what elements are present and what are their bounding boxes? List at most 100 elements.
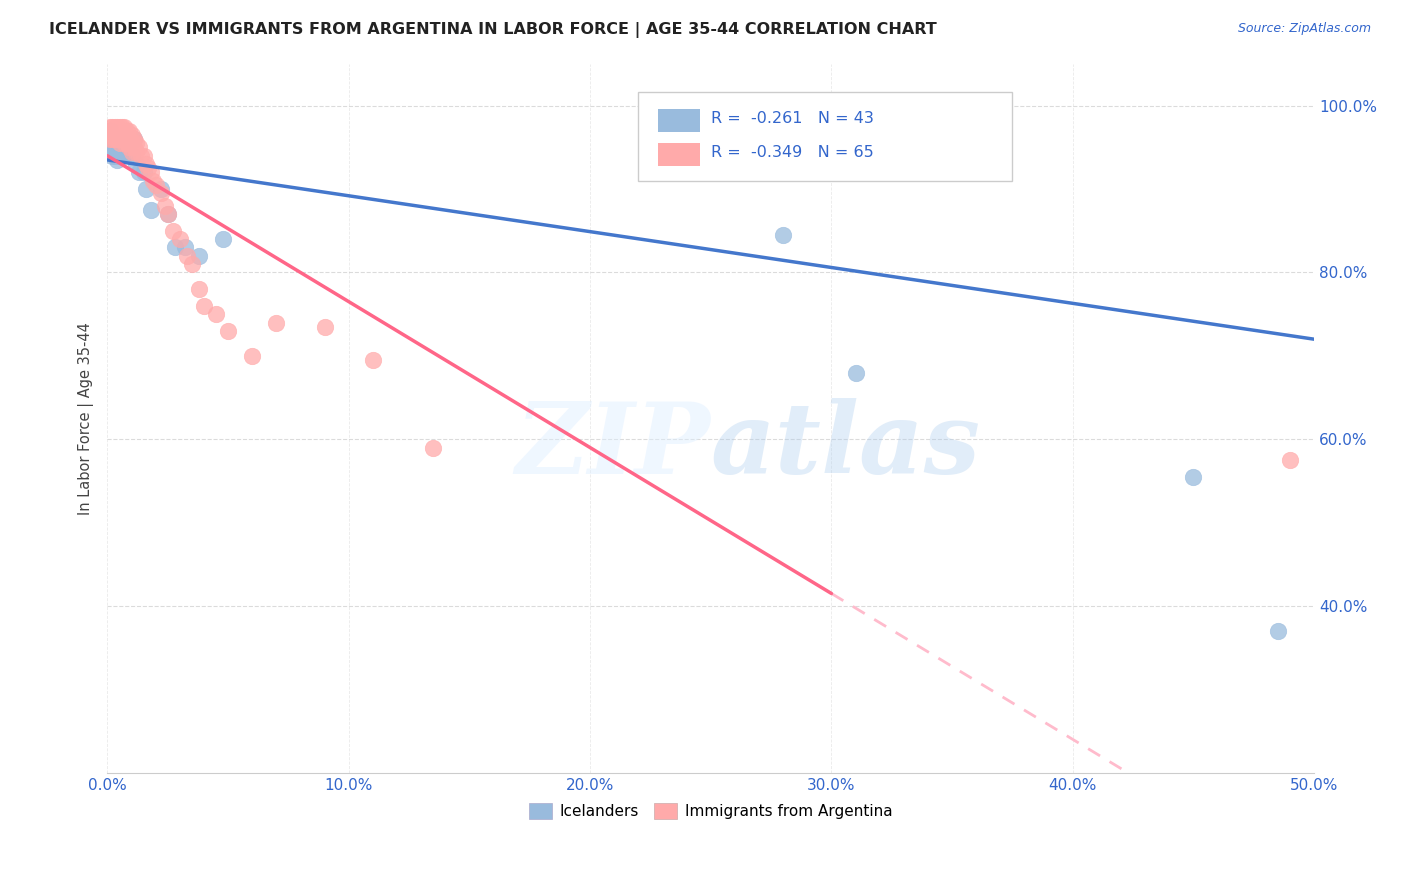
Point [118, 132, 141, 146]
Point [181, 257, 204, 271]
Point [105, 132, 128, 146]
Point [105, 120, 128, 134]
Point [139, 202, 162, 217]
Point [132, 165, 155, 179]
Point [105, 124, 128, 138]
Point [105, 140, 128, 154]
Point [156, 207, 179, 221]
Point [98, 124, 121, 138]
Point [112, 128, 135, 142]
Point [1278, 453, 1301, 467]
Point [118, 124, 141, 138]
Point [101, 136, 124, 151]
Point [155, 199, 177, 213]
Point [98, 120, 121, 134]
Point [188, 282, 211, 296]
Point [115, 140, 138, 154]
Point [105, 153, 128, 167]
Point [314, 319, 336, 334]
Point [121, 128, 143, 142]
Text: ICELANDER VS IMMIGRANTS FROM ARGENTINA IN LABOR FORCE | AGE 35-44 CORRELATION CH: ICELANDER VS IMMIGRANTS FROM ARGENTINA I… [49, 22, 936, 38]
Point [162, 224, 184, 238]
Point [108, 149, 131, 163]
Point [105, 145, 128, 159]
Point [104, 128, 127, 142]
Point [145, 178, 167, 192]
Point [176, 249, 198, 263]
Text: R =  -0.349   N = 65: R = -0.349 N = 65 [711, 145, 873, 161]
Point [111, 149, 134, 163]
FancyBboxPatch shape [658, 144, 700, 166]
Point [121, 136, 143, 151]
Point [111, 128, 134, 142]
Point [101, 128, 124, 142]
Point [115, 132, 138, 146]
FancyBboxPatch shape [658, 110, 700, 132]
Point [149, 182, 172, 196]
Point [101, 120, 124, 134]
Point [125, 145, 148, 159]
Point [156, 207, 179, 221]
Point [98, 132, 121, 146]
Point [139, 165, 162, 179]
Point [112, 132, 135, 146]
Point [108, 140, 131, 154]
Point [101, 124, 124, 138]
Point [111, 120, 134, 134]
Point [105, 136, 128, 151]
FancyBboxPatch shape [638, 93, 1012, 181]
Point [845, 366, 868, 380]
Point [104, 149, 127, 163]
Point [128, 140, 150, 154]
Point [108, 120, 131, 134]
Point [101, 149, 124, 163]
Point [1267, 624, 1289, 638]
Text: Source: ZipAtlas.com: Source: ZipAtlas.com [1237, 22, 1371, 36]
Point [98, 132, 121, 146]
Point [118, 132, 141, 146]
Point [104, 140, 127, 154]
Point [98, 128, 121, 142]
Y-axis label: In Labor Force | Age 35-44: In Labor Force | Age 35-44 [79, 322, 94, 515]
Point [111, 132, 134, 146]
Point [132, 149, 155, 163]
Text: ZIP: ZIP [516, 399, 711, 495]
Point [122, 132, 145, 146]
Point [422, 441, 444, 455]
Point [266, 316, 288, 330]
Point [101, 132, 124, 146]
Point [169, 232, 191, 246]
Point [128, 165, 150, 179]
Point [121, 145, 143, 159]
Point [193, 299, 215, 313]
Point [129, 149, 152, 163]
Point [135, 182, 157, 196]
Point [105, 128, 128, 142]
Point [173, 240, 195, 254]
Point [104, 132, 127, 146]
Point [108, 136, 131, 151]
Point [111, 140, 134, 154]
Point [108, 124, 131, 138]
Point [98, 136, 121, 151]
Point [138, 161, 160, 176]
Point [149, 186, 172, 201]
Point [115, 124, 138, 138]
Point [104, 132, 127, 146]
Point [135, 157, 157, 171]
Point [104, 136, 127, 151]
Point [118, 140, 141, 154]
Text: atlas: atlas [711, 399, 981, 495]
Point [101, 140, 124, 154]
Point [108, 132, 131, 146]
Point [104, 120, 127, 134]
Point [142, 174, 165, 188]
Legend: Icelanders, Immigrants from Argentina: Icelanders, Immigrants from Argentina [523, 797, 898, 825]
Point [115, 136, 138, 151]
Point [112, 140, 135, 154]
Point [111, 124, 134, 138]
Point [121, 149, 143, 163]
Point [104, 124, 127, 138]
Point [122, 140, 145, 154]
Point [122, 132, 145, 146]
